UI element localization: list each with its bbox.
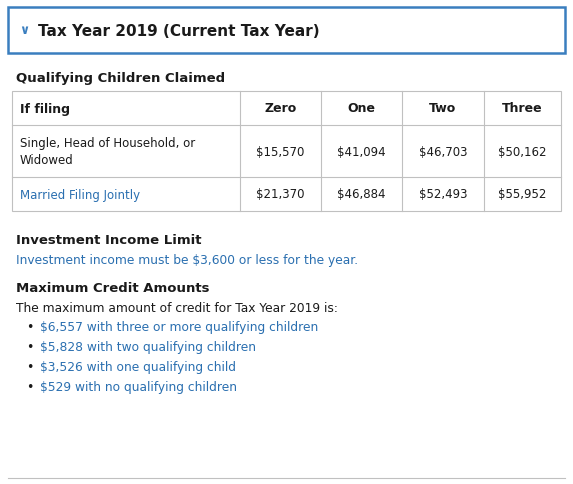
Text: $15,570: $15,570 [256, 145, 305, 158]
Text: •: • [26, 321, 34, 334]
Text: $5,828 with two qualifying children: $5,828 with two qualifying children [40, 341, 256, 354]
Text: The maximum amount of credit for Tax Year 2019 is:: The maximum amount of credit for Tax Yea… [16, 302, 338, 314]
Text: $55,952: $55,952 [498, 188, 547, 201]
Text: One: One [348, 102, 376, 115]
Text: Investment Income Limit: Investment Income Limit [16, 233, 202, 246]
Text: $46,703: $46,703 [419, 145, 467, 158]
Text: Maximum Credit Amounts: Maximum Credit Amounts [16, 281, 210, 294]
Text: Qualifying Children Claimed: Qualifying Children Claimed [16, 72, 225, 85]
Text: •: • [26, 381, 34, 393]
Text: Married Filing Jointly: Married Filing Jointly [20, 188, 140, 201]
Text: $52,493: $52,493 [419, 188, 467, 201]
Text: $50,162: $50,162 [498, 145, 547, 158]
Text: Three: Three [502, 102, 543, 115]
Text: •: • [26, 341, 34, 354]
Text: $3,526 with one qualifying child: $3,526 with one qualifying child [40, 361, 236, 374]
Text: $46,884: $46,884 [337, 188, 386, 201]
Text: •: • [26, 361, 34, 374]
Bar [12, 92, 561, 212]
Text: Single, Head of Household, or
Widowed: Single, Head of Household, or Widowed [20, 136, 195, 167]
Text: Zero: Zero [264, 102, 297, 115]
Text: $21,370: $21,370 [256, 188, 305, 201]
Text: Investment income must be $3,600 or less for the year.: Investment income must be $3,600 or less… [16, 254, 358, 267]
Text: $41,094: $41,094 [337, 145, 386, 158]
Text: Tax Year 2019 (Current Tax Year): Tax Year 2019 (Current Tax Year) [38, 23, 320, 38]
Text: ∨: ∨ [19, 25, 29, 37]
Text: $529 with no qualifying children: $529 with no qualifying children [40, 381, 237, 393]
Text: If filing: If filing [20, 102, 70, 115]
Text: Two: Two [429, 102, 457, 115]
Bar [8, 8, 565, 54]
Text: $6,557 with three or more qualifying children: $6,557 with three or more qualifying chi… [40, 321, 318, 334]
